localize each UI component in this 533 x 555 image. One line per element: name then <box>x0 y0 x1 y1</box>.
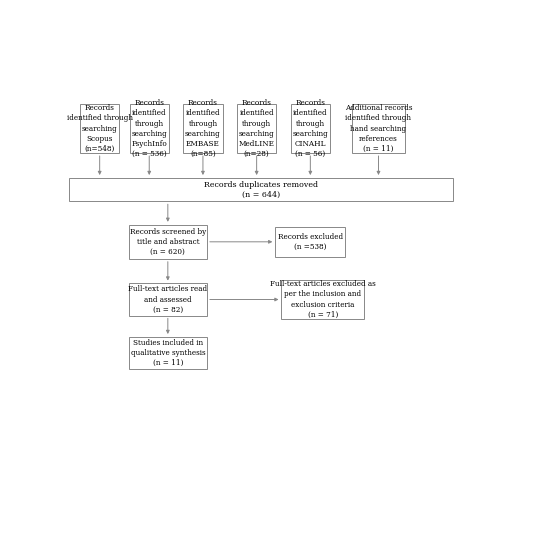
Text: Studies included in
qualitative synthesis
(n = 11): Studies included in qualitative synthesi… <box>131 339 205 367</box>
FancyBboxPatch shape <box>290 104 330 153</box>
Text: Full-text articles excluded as
per the inclusion and
exclusion criteria
(n = 71): Full-text articles excluded as per the i… <box>270 280 376 319</box>
Text: Records
identified
through
searching
MedLINE
(n=28): Records identified through searching Med… <box>239 99 274 158</box>
Text: Records
identified through
searching
Scopus
(n=548): Records identified through searching Sco… <box>67 104 133 153</box>
Text: Records duplicates removed
(n = 644): Records duplicates removed (n = 644) <box>204 180 318 199</box>
FancyBboxPatch shape <box>237 104 276 153</box>
FancyBboxPatch shape <box>275 227 345 257</box>
Text: Full-text articles read
and assessed
(n = 82): Full-text articles read and assessed (n … <box>128 285 207 314</box>
Text: Records
identified
through
searching
CINAHL
(n = 56): Records identified through searching CIN… <box>293 99 328 158</box>
FancyBboxPatch shape <box>69 178 453 201</box>
FancyBboxPatch shape <box>352 104 405 153</box>
FancyBboxPatch shape <box>130 104 169 153</box>
Text: Records screened by
title and abstract
(n = 620): Records screened by title and abstract (… <box>130 228 206 256</box>
Text: Records excluded
(n =538): Records excluded (n =538) <box>278 233 343 251</box>
FancyBboxPatch shape <box>128 284 207 316</box>
Text: Records
identified
through
searching
PsychInfo
(n = 536): Records identified through searching Psy… <box>131 99 167 158</box>
FancyBboxPatch shape <box>281 280 364 319</box>
FancyBboxPatch shape <box>80 104 119 153</box>
Text: Additional records
identified through
hand searching
references
(n = 11): Additional records identified through ha… <box>345 104 412 153</box>
FancyBboxPatch shape <box>128 225 207 259</box>
Text: Records
identified
through
searching
EMBASE
(n=85): Records identified through searching EMB… <box>185 99 221 158</box>
FancyBboxPatch shape <box>183 104 223 153</box>
FancyBboxPatch shape <box>128 337 207 369</box>
